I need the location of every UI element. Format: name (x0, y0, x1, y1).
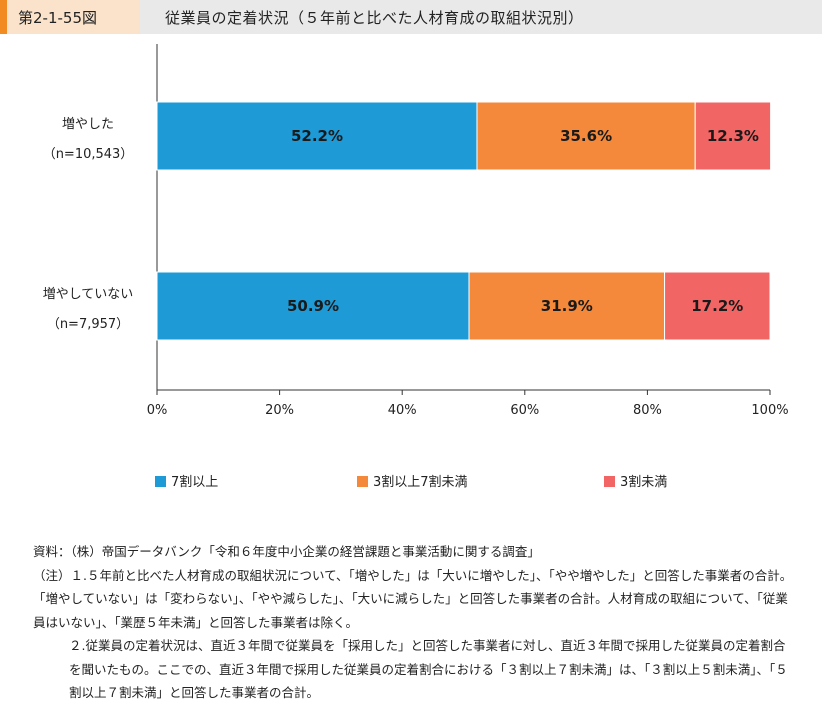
x-tick-label: 20% (265, 403, 294, 418)
figure-number: 第2-1-55図 (18, 9, 97, 27)
legend-swatch (155, 476, 166, 487)
data-label: 17.2% (691, 297, 743, 315)
note-2: ２.従業員の定着状況は、直近３年間で従業員を「採用した」と回答した事業者に対し、… (69, 638, 788, 700)
legend-label: 3割未満 (620, 474, 667, 490)
category-n-label: （n=7,957） (47, 317, 129, 332)
data-label: 31.9% (541, 297, 593, 315)
data-label: 12.3% (707, 127, 759, 145)
notes: 資料：（株）帝国データバンク「令和６年度中小企業の経営課題と事業活動に関する調査… (33, 540, 793, 705)
data-label: 35.6% (560, 127, 612, 145)
data-label: 52.2% (291, 127, 343, 145)
data-label: 50.9% (287, 297, 339, 315)
x-tick-label: 80% (633, 403, 662, 418)
source-note: 資料：（株）帝国データバンク「令和６年度中小企業の経営課題と事業活動に関する調査… (33, 544, 540, 559)
note-1: （注）１.５年前と比べた人材育成の取組状況について、「増やした」は「大いに増やし… (33, 567, 793, 630)
x-tick-label: 60% (510, 403, 539, 418)
bar-segment (694, 101, 772, 171)
figure-title: 従業員の定着状況（５年前と比べた人材育成の取組状況別） (165, 9, 584, 27)
stacked-bar-chart: 0% 20% 40% 60% 80% 100% 52.2% 35.6% 12.3% 増やした （n=… (43, 44, 789, 490)
bar-segment (156, 101, 478, 171)
x-tick-label: 40% (388, 403, 417, 418)
bar-segment (476, 101, 696, 171)
figure-number-tab: 第2-1-55図 (0, 0, 140, 34)
legend-swatch (357, 476, 368, 487)
category-label: 増やした (62, 117, 114, 132)
figure-header: 第2-1-55図 従業員の定着状況（５年前と比べた人材育成の取組状況別） (0, 0, 822, 34)
legend-label: 7割以上 (171, 474, 218, 490)
legend-swatch (604, 476, 615, 487)
x-tick-label: 0% (147, 403, 168, 418)
category-label: 増やしていない (43, 287, 134, 302)
bar-segment (664, 271, 771, 341)
x-tick-label: 100% (751, 403, 788, 418)
legend-label: 3割以上7割未満 (373, 474, 468, 490)
category-n-label: （n=10,543） (43, 147, 134, 162)
